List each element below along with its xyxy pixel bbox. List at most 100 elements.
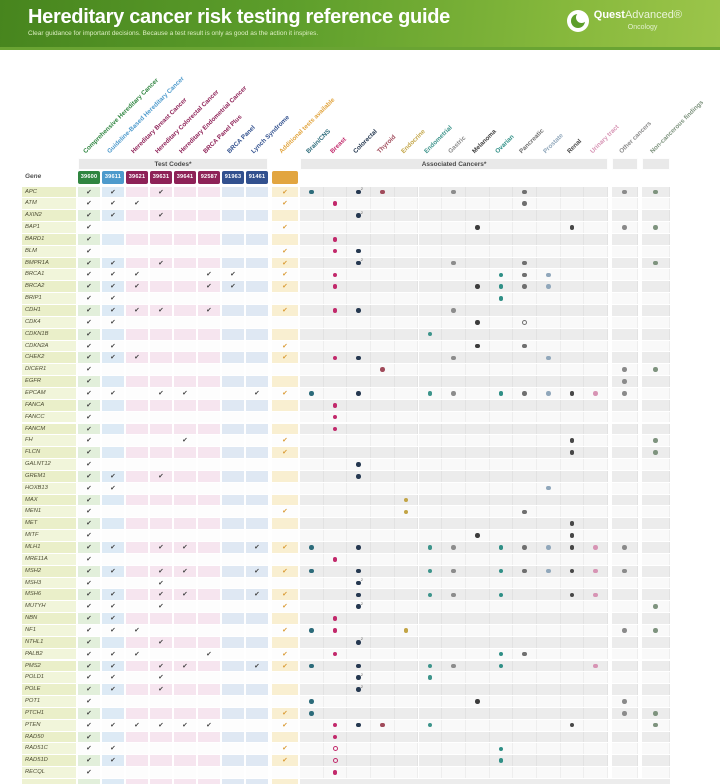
check-cell bbox=[222, 482, 244, 494]
dot-cell-other bbox=[612, 328, 638, 340]
dot-cell-other bbox=[612, 233, 638, 245]
dot-cell-melanoma bbox=[465, 636, 490, 648]
check-cell bbox=[126, 542, 148, 553]
dot-cell-breast bbox=[323, 696, 348, 707]
dot-cell-melanoma bbox=[465, 719, 490, 731]
partial-row bbox=[0, 779, 720, 784]
dot-cell-prostate bbox=[537, 494, 561, 506]
dot-cell-endometrial bbox=[418, 376, 443, 387]
additional-check-cell: ✔ bbox=[272, 447, 298, 459]
dot-footnote: 2 bbox=[360, 257, 363, 263]
check-cell bbox=[198, 376, 220, 387]
dot-cell-ovarian bbox=[489, 530, 514, 541]
gene-name: DICER1 bbox=[22, 364, 76, 376]
check-cell bbox=[126, 435, 148, 447]
gene-name: BLM bbox=[22, 245, 76, 257]
check-cell bbox=[198, 731, 220, 743]
dot-cell-endometrial bbox=[418, 435, 443, 447]
dot-cell-endocrine bbox=[394, 352, 419, 364]
dot-cell-endometrial bbox=[418, 719, 443, 731]
dot-cell-endocrine bbox=[394, 269, 419, 281]
association-dot bbox=[498, 284, 504, 290]
dot-cell-renal bbox=[560, 470, 585, 482]
dot-cell-colorectal bbox=[347, 399, 372, 411]
check-cell bbox=[246, 743, 268, 755]
dot-cell-ovarian bbox=[489, 269, 514, 281]
dot-cell-pancreatic bbox=[513, 387, 537, 399]
association-dot bbox=[356, 474, 362, 479]
quest-logo-icon bbox=[566, 10, 589, 32]
association-dot bbox=[309, 545, 314, 550]
dot-cell-noncancer bbox=[642, 719, 670, 731]
additional-check-cell: ✔ bbox=[272, 743, 298, 755]
dot-cell-endometrial bbox=[418, 399, 443, 411]
dot-cell-breast bbox=[323, 731, 348, 743]
dot-cell-thyroid bbox=[371, 245, 395, 257]
check-cell bbox=[246, 613, 268, 624]
check-cell bbox=[126, 553, 148, 565]
check-cell: ✔ bbox=[78, 399, 100, 411]
check-cell bbox=[222, 233, 244, 245]
dot-cell-prostate bbox=[537, 636, 561, 648]
association-dot bbox=[569, 438, 575, 444]
association-dot bbox=[498, 568, 504, 574]
dot-cell-prostate bbox=[537, 672, 561, 684]
dot-cell-melanoma bbox=[465, 423, 490, 435]
check-cell bbox=[150, 328, 172, 340]
dot-cell-renal bbox=[560, 731, 585, 743]
dot-cell-pancreatic bbox=[513, 624, 537, 636]
dot-cell-endocrine bbox=[394, 233, 419, 245]
check-cell: ✔ bbox=[102, 257, 124, 269]
dot-cell-ovarian bbox=[489, 672, 514, 684]
check-cell bbox=[222, 601, 244, 613]
gene-name: RAD50 bbox=[22, 731, 76, 743]
page-title: Hereditary cancer risk testing reference… bbox=[28, 6, 450, 28]
test-code-chip: 39641 bbox=[174, 171, 196, 184]
dot-cell-gastric bbox=[442, 601, 466, 613]
dot-cell-renal bbox=[560, 636, 585, 648]
check-cell bbox=[126, 530, 148, 541]
dot-cell-endometrial bbox=[418, 328, 443, 340]
check-cell bbox=[246, 470, 268, 482]
association-dot bbox=[356, 189, 362, 195]
dot-cell-pancreatic bbox=[513, 257, 537, 269]
check-cell bbox=[126, 696, 148, 707]
check-cell bbox=[174, 506, 196, 518]
check-cell bbox=[126, 364, 148, 376]
dot-cell-ovarian bbox=[489, 660, 514, 672]
check-cell bbox=[126, 601, 148, 613]
dot-cell-breast bbox=[323, 565, 348, 577]
gene-row: EGFR ✔ bbox=[0, 376, 720, 388]
dot-cell-brain bbox=[300, 316, 324, 328]
dot-cell-breast bbox=[323, 589, 348, 601]
association-dot bbox=[522, 189, 527, 195]
check-cell bbox=[150, 696, 172, 707]
dot-cell-colorectal bbox=[347, 707, 372, 719]
dot-cell-urinary bbox=[584, 293, 609, 304]
additional-check-cell: ✔ bbox=[272, 305, 298, 316]
dot-cell-other bbox=[612, 245, 638, 257]
check-cell bbox=[174, 731, 196, 743]
dot-cell-thyroid bbox=[371, 494, 395, 506]
gene-row: MUTYH ✔ ✔ ✔ ✔ 2 bbox=[0, 601, 720, 613]
check-cell bbox=[198, 352, 220, 364]
dot-cell-breast bbox=[323, 624, 348, 636]
dot-footnote: 2 bbox=[360, 185, 363, 191]
dot-cell-colorectal bbox=[347, 198, 372, 210]
check-cell bbox=[174, 577, 196, 589]
association-dot bbox=[427, 722, 433, 728]
dot-cell-prostate bbox=[537, 447, 561, 459]
dot-cell-gastric bbox=[442, 293, 466, 304]
dot-cell-breast bbox=[323, 198, 348, 210]
gene-row: MLH1 ✔ ✔ ✔ ✔ ✔ ✔ bbox=[0, 542, 720, 554]
association-dot bbox=[474, 319, 480, 325]
additional-check-cell bbox=[272, 293, 298, 304]
association-dot bbox=[546, 485, 551, 491]
dot-cell-thyroid bbox=[371, 198, 395, 210]
dot-cell-pancreatic bbox=[513, 305, 537, 316]
additional-check-cell: ✔ bbox=[272, 257, 298, 269]
check-cell bbox=[222, 624, 244, 636]
association-dot bbox=[356, 580, 362, 586]
dot-cell-noncancer bbox=[642, 447, 670, 459]
check-cell bbox=[126, 577, 148, 589]
